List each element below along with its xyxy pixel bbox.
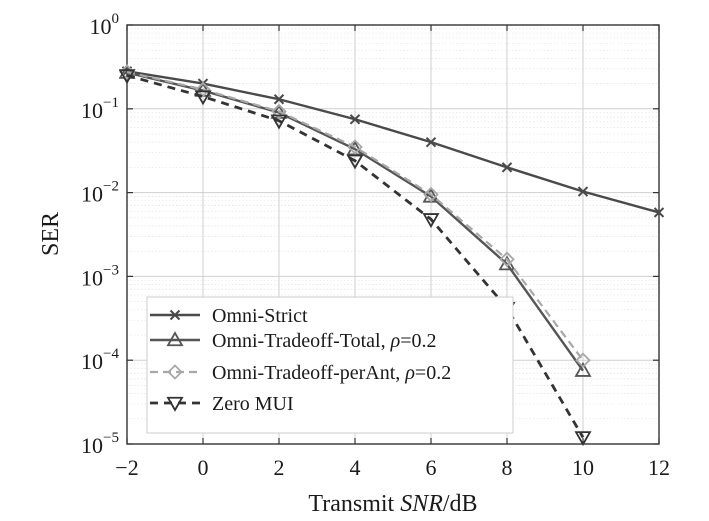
data-point-0-6 [577,186,589,197]
series-line-3 [126,74,585,439]
x-axis-label: Transmit SNR/dB [308,491,477,517]
data-point-3-3 [346,154,364,170]
data-point-2-4 [423,186,439,203]
x-tick-label: 12 [648,455,670,480]
data-point-3-1 [194,90,212,106]
y-tick-label: 10−2 [81,179,119,207]
y-tick-label: 100 [90,11,120,39]
legend-box [146,296,514,434]
legend-marker-1 [166,331,184,347]
data-point-1-6 [574,361,592,377]
data-point-3-0 [119,69,136,85]
x-tick-label: 10 [572,455,594,480]
data-point-3-2 [270,114,288,130]
legend-label-0: Omni-Strict [212,305,308,327]
x-tick-labels: −2 0 2 4 6 8 10 12 [115,455,670,480]
legend-label-1: Omni-Tradeoff-Total, ρ=0.2 [212,330,436,352]
series-line-0 [126,70,660,214]
x-tick-label: 8 [502,455,513,480]
data-point-3-6 [574,431,592,447]
y-axis-label: SER [38,212,64,256]
legend-marker-3 [166,396,184,412]
x-tick-label: 2 [274,455,285,480]
data-point-0-2 [273,94,285,105]
legend-label-2: Omni-Tradeoff-perAnt, ρ=0.2 [212,362,451,384]
data-point-2-3 [347,139,363,155]
data-point-2-1 [195,81,211,98]
data-point-2-6 [575,352,591,368]
y-tick-label: 10−1 [81,95,119,123]
x-tick-label: 0 [198,455,209,480]
x-tick-label: 6 [426,455,437,480]
y-tick-labels: 10−5 10−4 10−3 10−2 10−1 100 [81,11,119,458]
x-tick-label: −2 [115,455,138,480]
series-line-2 [126,70,584,361]
legend-label-3: Zero MUI [212,393,294,415]
series-lines [119,63,665,447]
y-tick-label: 10−5 [81,430,119,458]
legend: Omni-Strict Omni-Tradeoff-Total, ρ=0.2 Omn… [146,296,514,434]
data-point-0-7 [653,207,665,218]
data-point-3-4 [422,213,440,229]
data-point-0-3 [349,114,361,125]
tick-marks [126,24,660,445]
data-point-0-5 [501,162,513,173]
data-point-2-2 [271,103,287,120]
y-tick-label: 10−4 [81,346,119,374]
y-tick-label: 10−3 [81,262,119,290]
data-point-0-4 [425,136,437,148]
legend-marker-0 [169,309,181,321]
plot-area-frame [126,24,660,445]
x-tick-label: 4 [350,455,361,480]
data-point-2-5 [499,251,515,268]
legend-marker-2 [167,364,183,380]
